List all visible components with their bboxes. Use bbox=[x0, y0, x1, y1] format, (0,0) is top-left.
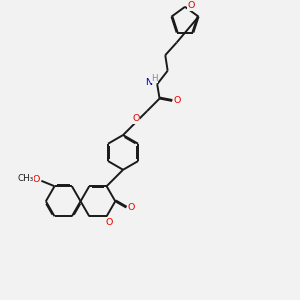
Text: O: O bbox=[174, 96, 181, 105]
Text: H: H bbox=[151, 74, 158, 83]
Text: O: O bbox=[133, 114, 140, 123]
Text: O: O bbox=[33, 175, 40, 184]
Text: O: O bbox=[105, 218, 113, 227]
Text: O: O bbox=[188, 1, 195, 10]
Text: N: N bbox=[145, 79, 152, 88]
Text: O: O bbox=[128, 203, 135, 212]
Text: CH₃: CH₃ bbox=[18, 174, 34, 183]
